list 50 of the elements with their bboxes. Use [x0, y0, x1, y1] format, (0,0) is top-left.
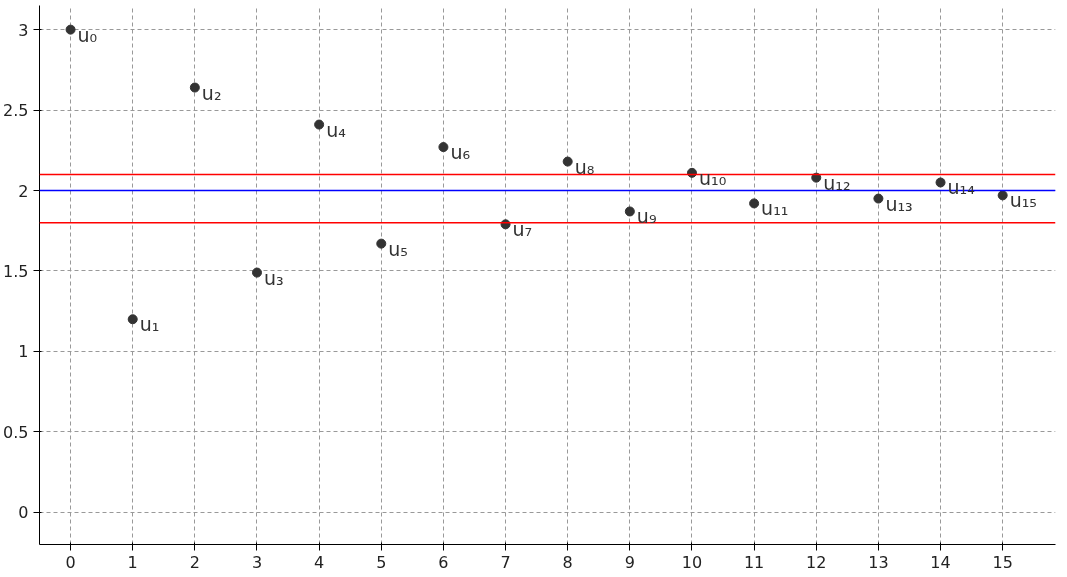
y-tick-label: 2 [18, 181, 29, 201]
x-tick-label: 15 [992, 552, 1013, 572]
point [562, 156, 573, 167]
annotation: u₂ [201, 81, 222, 104]
point [127, 314, 138, 325]
annotation: u₁ [139, 313, 160, 336]
point [251, 267, 262, 278]
annotation: u₁₁ [761, 197, 789, 220]
point [189, 82, 200, 93]
x-tick-label: 7 [500, 552, 511, 572]
annotation: u₇ [512, 218, 533, 241]
point [997, 190, 1008, 201]
x-tick-label: 3 [251, 552, 263, 572]
annotation: u₈ [574, 155, 595, 178]
point [624, 206, 635, 217]
y-tick-label: 0 [18, 503, 29, 523]
annotation: u₁₅ [1009, 189, 1037, 212]
y-tick-label: 3 [18, 20, 29, 40]
y-tick-label: 1 [18, 342, 29, 362]
x-tick-label: 2 [189, 552, 200, 572]
point [749, 198, 760, 209]
y-tick-label: 1.5 [3, 261, 29, 281]
annotation: u₉ [636, 205, 657, 228]
x-tick-label: 12 [806, 552, 827, 572]
x-tick-label: 0 [65, 552, 76, 572]
annotation: u₃ [263, 266, 284, 289]
x-tick-label: 9 [624, 552, 635, 572]
annotation: u₄ [326, 118, 347, 141]
annotation: u₅ [388, 237, 408, 260]
point [935, 177, 946, 188]
x-tick-label: 6 [438, 552, 449, 572]
annotation: u₁₃ [885, 192, 913, 215]
point [376, 238, 387, 249]
x-tick-label: 1 [127, 552, 138, 572]
x-tick-label: 5 [376, 552, 387, 572]
x-tick-label: 4 [314, 552, 325, 572]
annotation: u₀ [77, 23, 98, 46]
x-tick-label: 13 [868, 552, 889, 572]
annotation: u₁₂ [823, 171, 851, 194]
annotation: u₆ [450, 141, 471, 164]
point [65, 24, 76, 35]
point [873, 193, 884, 204]
x-tick-label: 8 [562, 552, 573, 572]
y-tick-label: 0.5 [3, 422, 29, 442]
x-tick-label: 11 [743, 552, 765, 572]
x-tick-label: 14 [930, 552, 951, 572]
x-tick-label: 10 [681, 552, 703, 572]
y-tick-label: 2.5 [3, 101, 29, 121]
point [438, 142, 449, 153]
point [314, 119, 325, 130]
